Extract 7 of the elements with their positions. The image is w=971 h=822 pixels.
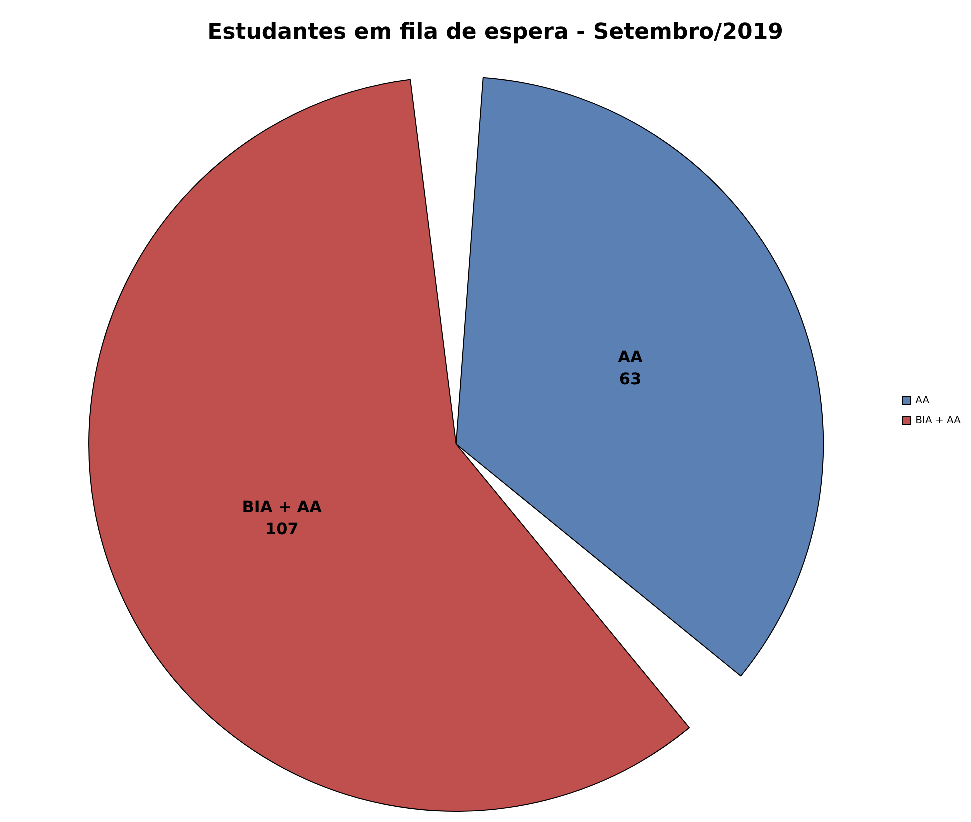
data-label: 107 <box>265 519 299 538</box>
legend-label: BIA + AA <box>916 416 962 427</box>
chart-title: Estudantes em fila de espera - Setembro/2019 <box>208 20 784 45</box>
data-label: 63 <box>619 369 642 388</box>
slice-label: AA <box>618 347 644 366</box>
legend-label: AA <box>916 396 930 407</box>
slice-label: BIA + AA <box>242 497 323 516</box>
